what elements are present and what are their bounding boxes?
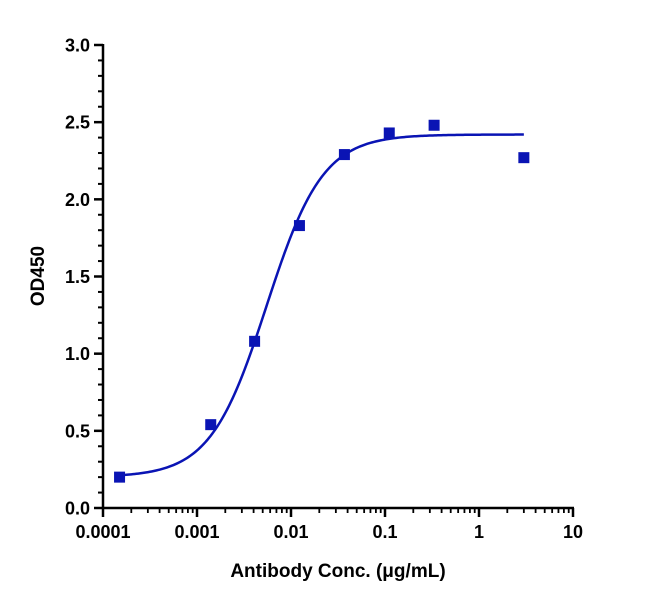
y-axis-title: OD450: [28, 246, 49, 306]
fit-curve: [119, 133, 524, 477]
data-point: [249, 335, 261, 347]
y-tick-label: 1.0: [65, 344, 90, 364]
data-point: [205, 419, 217, 431]
y-axis-ticks: 0.0 0.5 1.0 1.5 2.0 2.5 3.0: [65, 36, 103, 519]
data-point: [293, 220, 305, 232]
data-point: [383, 127, 395, 139]
x-tick-label: 0.0001: [75, 522, 130, 542]
data-point: [518, 152, 530, 164]
x-tick-label: 0.001: [174, 522, 219, 542]
data-point: [114, 471, 126, 483]
x-tick-label: 1: [474, 522, 484, 542]
data-point: [428, 119, 440, 131]
y-tick-label: 3.0: [65, 36, 90, 56]
y-tick-label: 2.5: [65, 113, 90, 133]
data-point: [338, 149, 350, 161]
y-tick-label: 0.5: [65, 421, 90, 441]
x-axis-ticks: 0.0001 0.001 0.01 0.1 1 10: [75, 508, 583, 542]
y-tick-label: 1.5: [65, 267, 90, 287]
y-tick-label: 0.0: [65, 499, 90, 519]
x-tick-label: 0.01: [273, 522, 308, 542]
x-tick-label: 0.1: [372, 522, 397, 542]
x-tick-label: 10: [563, 522, 583, 542]
x-axis-title: Antibody Conc. (μg/mL): [230, 561, 445, 582]
data-points: [114, 119, 530, 483]
y-tick-label: 2.0: [65, 190, 90, 210]
